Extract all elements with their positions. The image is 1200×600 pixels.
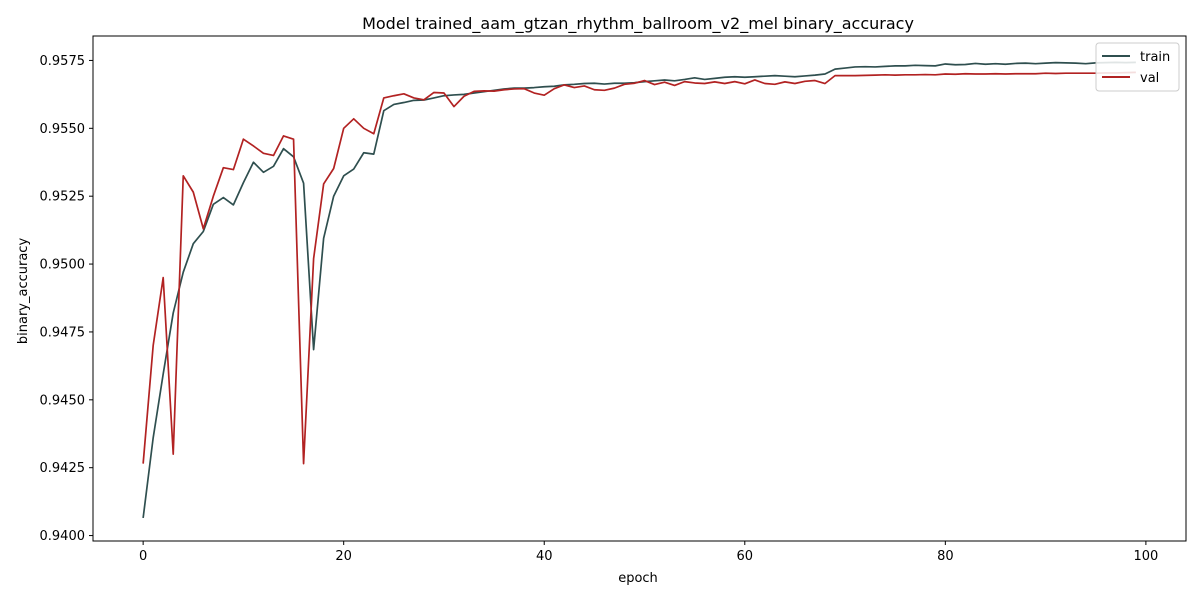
plot-frame — [92, 35, 1187, 542]
legend-label-val: val — [1140, 71, 1159, 86]
x-tick-label: 40 — [536, 549, 553, 564]
x-tick-label: 100 — [1133, 549, 1158, 564]
x-tick-label: 80 — [937, 549, 954, 564]
y-axis: 0.9400 0.9425 0.9450 0.9475 0.9500 0.9525 0.95… — [40, 54, 93, 544]
legend-label-train: train — [1140, 50, 1170, 65]
y-tick-label: 0.9450 — [40, 393, 86, 408]
y-tick-label: 0.9475 — [40, 325, 86, 340]
plot-area — [142, 61, 1136, 519]
y-axis-title: binary_accuracy — [16, 238, 31, 345]
y-tick-label: 0.9575 — [40, 54, 86, 69]
chart-title: Model trained_aam_gtzan_rhythm_ballroom_… — [362, 14, 914, 34]
series-line-val — [142, 71, 1136, 465]
y-tick-label: 0.9550 — [40, 122, 86, 137]
y-tick-label: 0.9400 — [40, 529, 86, 544]
series-line-train — [142, 61, 1136, 519]
x-axis-title: epoch — [618, 571, 658, 586]
x-tick-label: 20 — [335, 549, 352, 564]
y-tick-label: 0.9425 — [40, 461, 86, 476]
x-axis: 0 20 40 60 80 100 — [139, 541, 1158, 564]
legend: train val — [1095, 42, 1180, 92]
x-tick-label: 60 — [737, 549, 754, 564]
y-tick-label: 0.9500 — [40, 258, 86, 273]
y-tick-label: 0.9525 — [40, 190, 86, 205]
x-tick-label: 0 — [139, 549, 147, 564]
